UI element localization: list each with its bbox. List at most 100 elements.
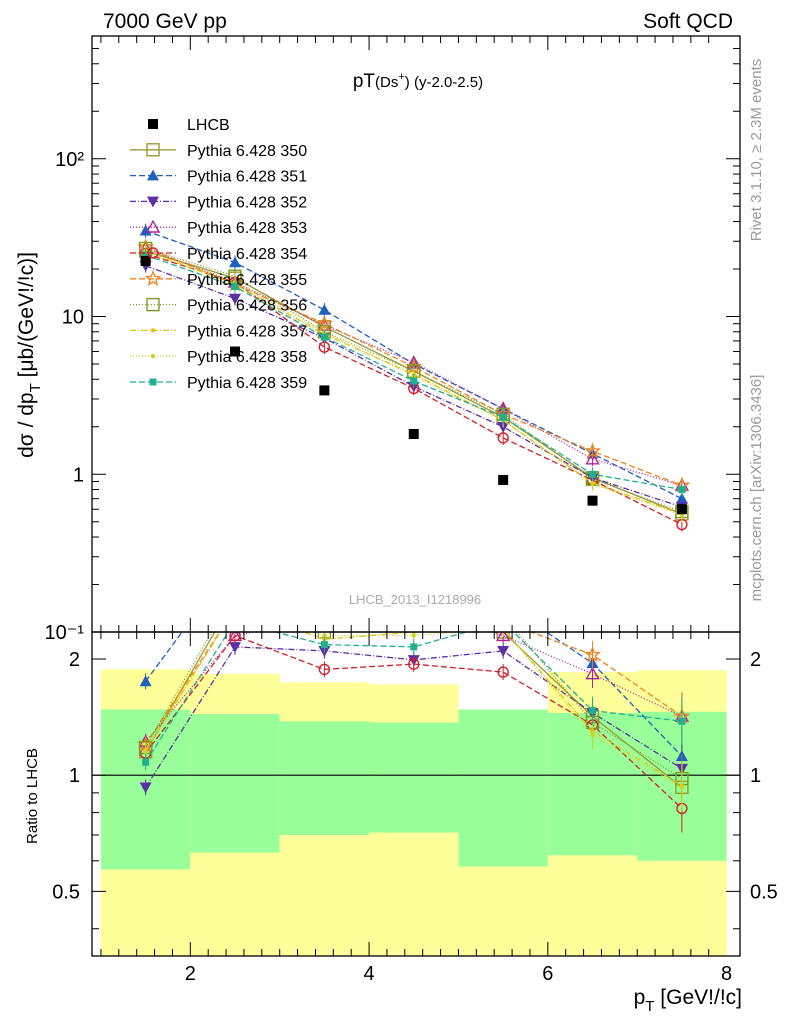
- data-point: [589, 707, 597, 715]
- legend-marker: [144, 270, 162, 286]
- legend-marker: [150, 328, 156, 333]
- data-point: [318, 608, 331, 621]
- main-series-lhcb: [140, 255, 687, 515]
- legend-item: Pythia 6.428 353: [130, 219, 307, 237]
- data-point: [408, 616, 420, 628]
- xlabel-pre: p: [634, 986, 646, 1009]
- data-point: [497, 646, 510, 657]
- data-point: [319, 385, 330, 396]
- data-point: [318, 574, 330, 585]
- y-tick-label: 1: [73, 464, 84, 486]
- data-point: [500, 618, 507, 625]
- ratio-green-band: [458, 709, 548, 867]
- legend-item: LHCB: [148, 117, 230, 134]
- data-point: [408, 428, 419, 439]
- main-series-359: [142, 248, 686, 497]
- xlabel-sub: T: [645, 998, 654, 1015]
- data-point: [320, 333, 328, 341]
- data-point: [318, 663, 331, 676]
- legend-label: Pythia 6.428 350: [187, 143, 307, 160]
- x-tick-label: 6: [542, 963, 553, 985]
- ratio-uncertainty-bands: [100, 669, 727, 956]
- data-point: [322, 633, 327, 638]
- legend-label: Pythia 6.428 359: [187, 375, 307, 392]
- title-rest: (y-2.0-2.5): [410, 74, 483, 91]
- data-point: [230, 346, 241, 357]
- title-sup: +: [398, 71, 404, 83]
- legend-label: Pythia 6.428 352: [187, 194, 307, 211]
- data-point: [320, 641, 328, 649]
- data-point: [143, 749, 148, 754]
- x-tick-label: 2: [185, 963, 196, 985]
- data-point: [411, 633, 416, 638]
- legend-marker: [149, 378, 157, 386]
- legend-item: Pythia 6.428 359: [130, 375, 307, 392]
- analysis-watermark: LHCB_2013_I1218996: [349, 592, 481, 607]
- ylabel-pre: dσ / dp: [15, 392, 38, 458]
- ylabel-post: [μb/(GeV!/!c)]: [15, 252, 38, 383]
- legend: LHCB Pythia 6.428 350 Pythia 6.428 351 Pyth…: [130, 117, 307, 392]
- data-point: [585, 451, 600, 465]
- data-point: [501, 626, 505, 630]
- data-point: [410, 643, 418, 651]
- data-point: [587, 495, 598, 506]
- data-point: [318, 612, 330, 624]
- legend-item: Pythia 6.428 356: [130, 298, 307, 315]
- legend-item: Pythia 6.428 350: [130, 143, 307, 160]
- main-y-axis-label: dσ / dpT [μb/(GeV!/!c)]: [15, 252, 44, 458]
- data-point: [229, 293, 242, 305]
- legend-item: Pythia 6.428 354: [130, 246, 307, 263]
- y-tick-label: 10²: [55, 149, 84, 171]
- data-point: [139, 224, 152, 236]
- legend-marker: [147, 196, 159, 208]
- data-point: [232, 618, 239, 625]
- ratio-green-band: [190, 714, 280, 853]
- data-point: [501, 626, 505, 630]
- data-point: [229, 585, 241, 597]
- data-point: [140, 255, 151, 266]
- data-point: [497, 609, 509, 621]
- ratio-series-359: [142, 618, 686, 771]
- header-left: 7000 GeV pp: [103, 10, 227, 33]
- legend-item: Pythia 6.428 351: [130, 169, 307, 186]
- x-axis-label: pT [GeV!/!c]: [634, 986, 742, 1015]
- legend-label: Pythia 6.428 351: [187, 169, 307, 186]
- data-point: [497, 421, 510, 433]
- data-point: [229, 591, 241, 603]
- legend-marker: [150, 354, 156, 359]
- data-point: [497, 597, 509, 608]
- legend-marker: [145, 219, 161, 233]
- title-paren-open: (Ds: [375, 74, 398, 91]
- ratio-y-tick-label: 1: [69, 765, 80, 787]
- title-main: pT: [353, 71, 376, 92]
- legend-marker: [148, 119, 158, 129]
- data-point: [233, 607, 237, 611]
- data-point: [497, 666, 509, 678]
- ratio-series-layer: [137, 574, 691, 833]
- data-point: [318, 612, 330, 623]
- legend-item: Pythia 6.428 358: [130, 349, 307, 366]
- legend-label: Pythia 6.428 353: [187, 220, 307, 237]
- data-point: [495, 632, 511, 642]
- legend-marker: [147, 247, 159, 259]
- ratio-plot-frame: [91, 631, 741, 957]
- data-point: [229, 256, 242, 268]
- data-point: [675, 492, 688, 504]
- data-point: [497, 615, 510, 628]
- data-point: [678, 717, 686, 725]
- data-point: [142, 758, 150, 766]
- legend-marker: [146, 297, 160, 312]
- legend-marker: [146, 143, 160, 157]
- x-tick-label: 4: [364, 963, 375, 985]
- data-point: [584, 442, 601, 459]
- ratio-y-tick-label: 2: [69, 649, 80, 671]
- data-point: [584, 646, 601, 663]
- main-series-layer: [137, 223, 691, 532]
- data-point: [585, 666, 600, 680]
- data-point: [676, 504, 687, 515]
- data-point: [318, 303, 331, 315]
- legend-label: Pythia 6.428 358: [187, 349, 307, 366]
- data-point: [228, 602, 241, 615]
- xlabel-post: [GeV!/!c]: [654, 986, 742, 1009]
